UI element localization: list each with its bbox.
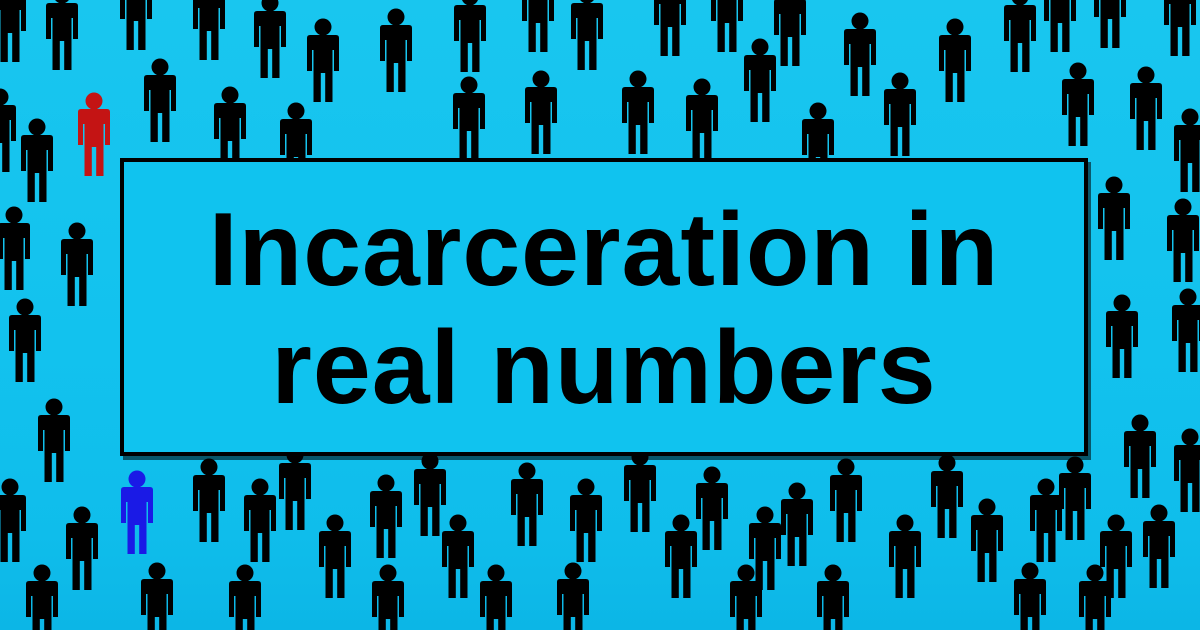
person-icon: [0, 206, 30, 290]
person-icon: [1098, 176, 1130, 260]
person-icon: [1094, 0, 1126, 48]
person-icon: [0, 88, 16, 172]
person-icon: [522, 0, 554, 52]
person-icon: [319, 514, 351, 598]
person-icon: [1143, 504, 1175, 588]
person-icon: [0, 478, 26, 562]
person-icon: [0, 0, 26, 62]
title-line-1: Incarceration in: [208, 192, 1000, 308]
person-icon: [454, 0, 486, 72]
person-icon: [61, 222, 93, 306]
person-icon: [711, 0, 743, 52]
person-icon: [744, 38, 776, 122]
title-panel: Incarceration in real numbers: [120, 158, 1088, 456]
person-icon: [414, 452, 446, 536]
person-icon: [1164, 0, 1196, 56]
person-icon: [1174, 108, 1200, 192]
person-icon: [817, 564, 849, 630]
person-icon: [686, 78, 718, 162]
person-icon: [511, 462, 543, 546]
person-icon: [46, 0, 78, 70]
person-icon: [480, 564, 512, 630]
person-icon: [244, 478, 276, 562]
person-icon: [571, 0, 603, 70]
person-icon: [696, 466, 728, 550]
person-icon: [830, 458, 862, 542]
person-icon: [370, 474, 402, 558]
person-icon-red: [78, 92, 110, 176]
person-icon: [622, 70, 654, 154]
person-icon: [1130, 66, 1162, 150]
person-icon: [781, 482, 813, 566]
person-icon: [1014, 562, 1046, 630]
person-icon: [1174, 428, 1200, 512]
person-icon: [1106, 294, 1138, 378]
person-icon: [1004, 0, 1036, 72]
person-icon: [1167, 198, 1199, 282]
person-icon: [193, 458, 225, 542]
person-icon: [453, 76, 485, 160]
person-icon: [66, 506, 98, 590]
person-icon: [21, 118, 53, 202]
person-icon: [1044, 0, 1076, 52]
person-icon: [9, 298, 41, 382]
person-icon: [307, 18, 339, 102]
person-icon: [570, 478, 602, 562]
person-icon: [1062, 62, 1094, 146]
person-icon: [1172, 288, 1200, 372]
person-icon: [557, 562, 589, 630]
person-icon: [120, 0, 152, 50]
person-icon: [372, 564, 404, 630]
person-icon: [38, 398, 70, 482]
person-icon: [380, 8, 412, 92]
person-icon: [844, 12, 876, 96]
person-icon-blue: [121, 470, 153, 554]
person-icon: [654, 0, 686, 56]
person-icon: [884, 72, 916, 156]
person-icon: [279, 446, 311, 530]
person-icon: [442, 514, 474, 598]
person-icon: [939, 18, 971, 102]
person-icon: [193, 0, 225, 60]
person-icon: [525, 70, 557, 154]
person-icon: [254, 0, 286, 78]
person-icon: [749, 506, 781, 590]
person-icon: [26, 564, 58, 630]
person-icon: [889, 514, 921, 598]
person-icon: [144, 58, 176, 142]
person-icon: [931, 454, 963, 538]
person-icon: [1059, 456, 1091, 540]
person-icon: [229, 564, 261, 630]
person-icon: [665, 514, 697, 598]
person-icon: [1079, 564, 1111, 630]
person-icon: [624, 448, 656, 532]
person-icon: [1030, 478, 1062, 562]
person-icon: [971, 498, 1003, 582]
person-icon: [1124, 414, 1156, 498]
person-icon: [141, 562, 173, 630]
title-line-2: real numbers: [271, 310, 937, 426]
person-icon: [774, 0, 806, 66]
